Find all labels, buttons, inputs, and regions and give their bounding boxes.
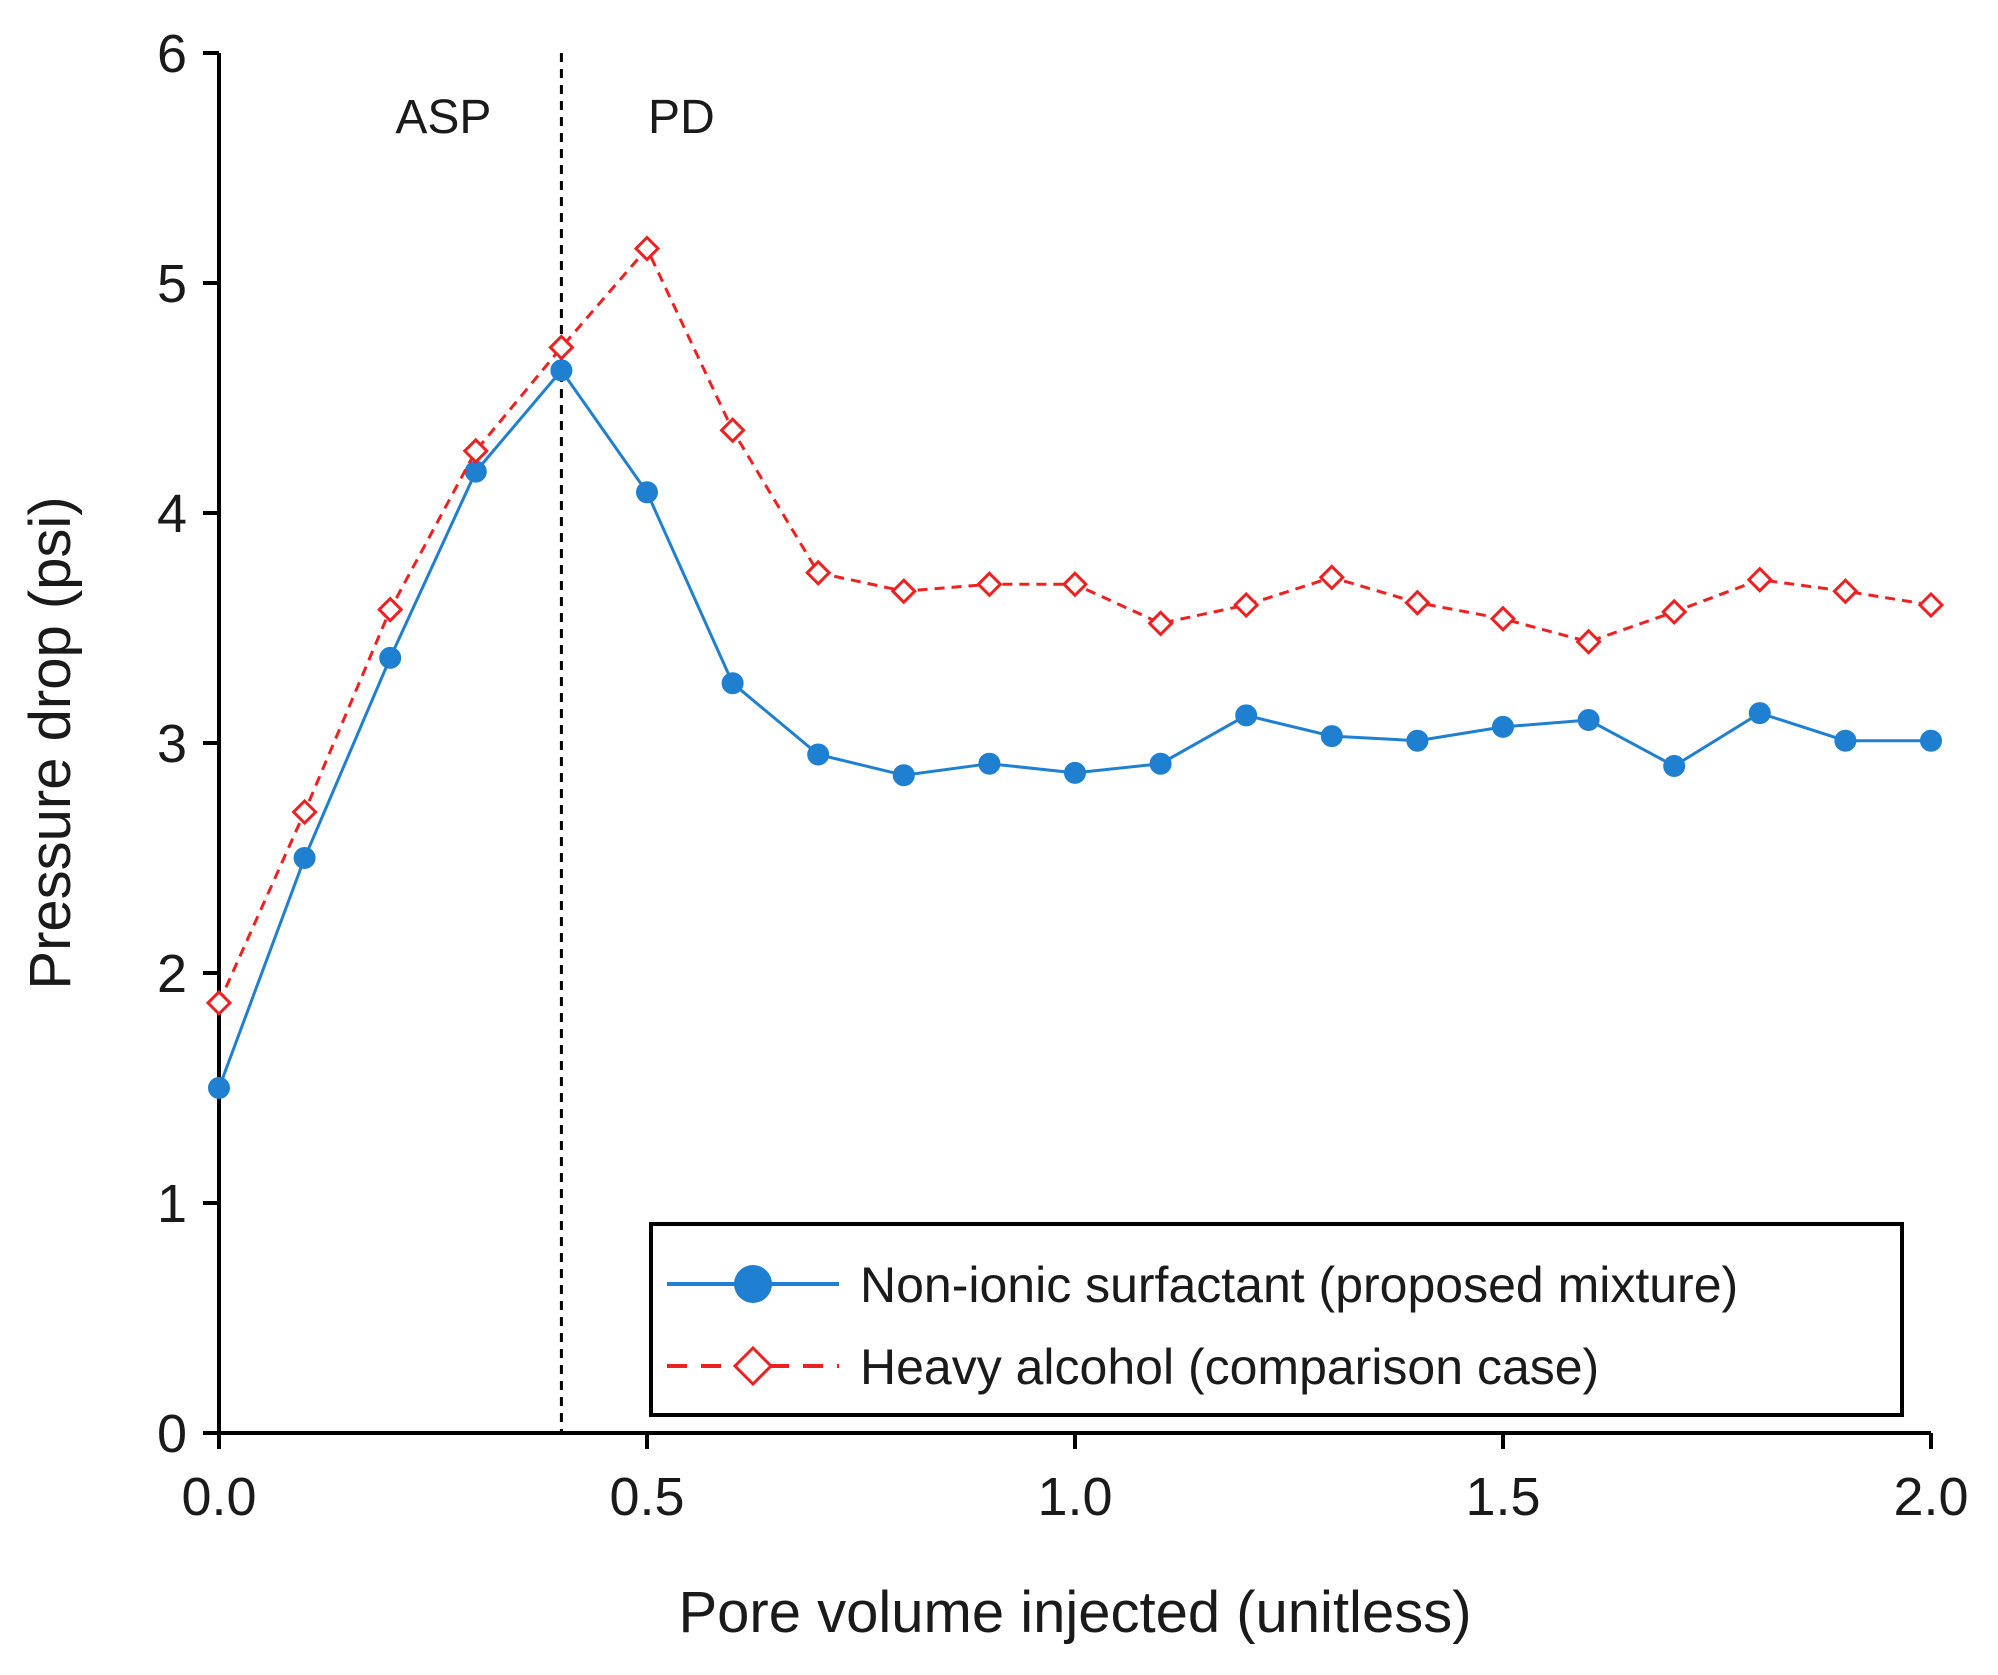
legend-sample-heavy-alcohol bbox=[667, 1345, 839, 1387]
series-layer bbox=[205, 235, 1945, 1099]
data-point bbox=[377, 596, 404, 623]
data-point bbox=[1492, 715, 1514, 738]
data-point bbox=[636, 481, 658, 504]
data-point bbox=[1318, 564, 1345, 591]
data-point bbox=[1235, 704, 1258, 727]
y-tick-label: 3 bbox=[157, 714, 187, 774]
x-tick-label: 0.5 bbox=[609, 1467, 684, 1527]
data-point bbox=[1832, 578, 1859, 605]
data-point bbox=[1147, 610, 1174, 637]
series-1 bbox=[205, 235, 1945, 1017]
legend-marker bbox=[734, 1265, 772, 1303]
y-tick-label: 2 bbox=[157, 944, 187, 1004]
legend-marker bbox=[732, 1345, 774, 1387]
data-point bbox=[1233, 591, 1260, 619]
data-point bbox=[890, 578, 917, 605]
data-point bbox=[205, 989, 233, 1017]
y-tick-label: 1 bbox=[157, 1174, 187, 1234]
data-point bbox=[1834, 729, 1857, 752]
y-tick-label: 5 bbox=[157, 254, 187, 314]
y-tick-label: 0 bbox=[157, 1404, 187, 1464]
data-point bbox=[293, 847, 316, 869]
legend-label-non-ionic: Non-ionic surfactant (proposed mixture) bbox=[860, 1257, 1738, 1313]
data-point bbox=[1917, 591, 1945, 619]
data-point bbox=[1489, 605, 1517, 632]
pd-region-label: PD bbox=[648, 91, 715, 144]
data-point bbox=[1406, 729, 1429, 752]
data-point bbox=[721, 672, 744, 695]
y-axis-title: Pressure drop (psi) bbox=[18, 496, 83, 989]
data-point bbox=[807, 743, 830, 766]
y-tick-label: 4 bbox=[157, 484, 187, 544]
data-point bbox=[978, 752, 1001, 775]
data-point bbox=[976, 571, 1003, 598]
data-point bbox=[1920, 729, 1942, 752]
data-point bbox=[892, 764, 915, 787]
data-point bbox=[1575, 628, 1602, 655]
data-point bbox=[1064, 761, 1086, 784]
data-point bbox=[379, 646, 402, 669]
data-point bbox=[719, 417, 746, 444]
data-point bbox=[1320, 725, 1343, 748]
legend-box bbox=[649, 1222, 1904, 1417]
series-0 bbox=[208, 359, 1942, 1099]
data-point bbox=[548, 334, 575, 361]
data-point bbox=[1149, 752, 1172, 775]
x-axis-title: Pore volume injected (unitless) bbox=[678, 1580, 1471, 1645]
x-tick-label: 2.0 bbox=[1893, 1467, 1968, 1527]
x-tick-label: 1.5 bbox=[1465, 1467, 1540, 1527]
x-tick-label: 1.0 bbox=[1037, 1467, 1112, 1527]
data-point bbox=[464, 460, 487, 483]
data-point bbox=[1748, 702, 1771, 725]
data-point bbox=[208, 1077, 230, 1099]
legend: Non-ionic surfactant (proposed mixture) … bbox=[649, 1222, 1904, 1417]
legend-sample-non-ionic bbox=[667, 1265, 839, 1303]
data-point bbox=[1577, 709, 1600, 731]
legend-label-heavy-alcohol: Heavy alcohol (comparison case) bbox=[860, 1339, 1599, 1395]
y-tick-label: 6 bbox=[157, 24, 187, 84]
data-point bbox=[805, 559, 832, 586]
data-point bbox=[462, 437, 489, 465]
series-line bbox=[217, 245, 1932, 1004]
data-point bbox=[633, 235, 661, 262]
data-point bbox=[1661, 598, 1688, 626]
data-point bbox=[1061, 571, 1089, 598]
data-point bbox=[550, 359, 573, 382]
data-point bbox=[1746, 566, 1773, 593]
data-point bbox=[1404, 589, 1431, 616]
data-point bbox=[1663, 755, 1686, 777]
x-tick-label: 0.0 bbox=[181, 1467, 256, 1527]
data-point bbox=[291, 798, 318, 826]
axes: 0 1 2 3 4 5 6 0.0 0.5 1.0 1.5 2.0 bbox=[157, 24, 1969, 1527]
asp-region-label: ASP bbox=[395, 91, 491, 144]
